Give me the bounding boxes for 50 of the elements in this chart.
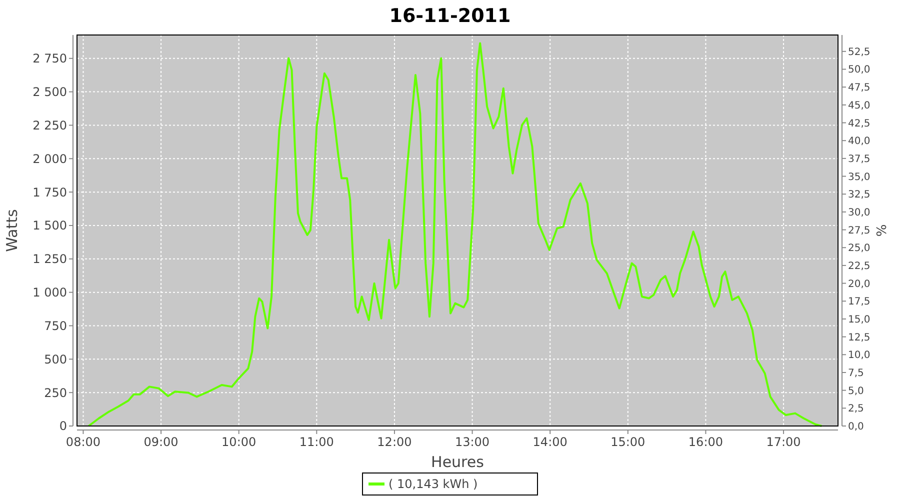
y2-tick-label: 45,0 — [848, 100, 870, 112]
y2-tick-label: 2,5 — [848, 404, 864, 415]
chart-title: 16-11-2011 — [389, 5, 511, 27]
line-series — [88, 42, 823, 427]
y2-tick-label: 17,5 — [848, 296, 870, 308]
y-tick-label: 2 000 — [32, 152, 67, 166]
y2-tick-label: 50,0 — [848, 64, 870, 76]
y-tick-label: 500 — [44, 352, 67, 366]
y-tick-label: 2 500 — [32, 85, 67, 100]
y-tick-label: 1 750 — [32, 185, 67, 200]
y-tick-label: 1 000 — [32, 286, 67, 300]
y-tick-label: 250 — [44, 386, 67, 400]
y-tick-label: 1 250 — [32, 252, 67, 266]
y2-tick-label: 5,0 — [848, 386, 864, 397]
y-tick-label: 0 — [59, 419, 67, 434]
y2-tick-label: 15,0 — [848, 314, 870, 326]
y2-tick-label: 7,5 — [848, 368, 864, 379]
y2-tick-label: 40,0 — [848, 136, 870, 148]
x-tick-label: 15:00 — [610, 435, 646, 449]
x-tick-label: 09:00 — [144, 435, 178, 449]
x-tick-label: 11:00 — [299, 435, 334, 449]
y-tick-label: 2 750 — [32, 52, 67, 66]
legend-label: ( 10,143 kWh ) — [388, 477, 478, 492]
x-axis-title: Heures — [431, 453, 484, 471]
y2-tick-label: 20,0 — [848, 278, 870, 290]
y2-tick-label: 35,0 — [848, 172, 870, 183]
y2-tick-label: 47,5 — [848, 82, 870, 94]
x-tick-label: 08:00 — [66, 435, 101, 449]
y-axis-title: Watts — [3, 209, 21, 252]
y2-tick-label: 22,5 — [848, 260, 870, 272]
x-tick-label: 12:00 — [377, 435, 412, 449]
x-tick-label: 13:00 — [454, 435, 490, 449]
y2-tick-label: 52,5 — [848, 46, 870, 58]
y2-tick-label: 10,0 — [848, 350, 870, 362]
x-tick-label: 17:00 — [766, 435, 801, 449]
y2-axis-title: % — [875, 224, 890, 237]
y2-tick-label: 37,5 — [848, 154, 870, 165]
y-tick-label: 1 500 — [32, 218, 67, 233]
x-tick-label: 14:00 — [532, 435, 568, 449]
y2-tick-label: 32,5 — [848, 190, 870, 201]
x-tick-label: 16:00 — [688, 435, 724, 449]
y-tick-label: 2 250 — [32, 118, 67, 132]
y-tick-label: 750 — [44, 318, 67, 333]
y2-tick-label: 42,5 — [848, 118, 870, 130]
x-tick-label: 10:00 — [222, 435, 256, 449]
y2-tick-label: 12,5 — [848, 332, 870, 344]
y2-tick-label: 25,0 — [848, 243, 870, 254]
y2-tick-label: 30,0 — [848, 207, 870, 218]
y2-tick-label: 0,0 — [848, 422, 864, 432]
y2-tick-label: 27,5 — [848, 225, 870, 236]
